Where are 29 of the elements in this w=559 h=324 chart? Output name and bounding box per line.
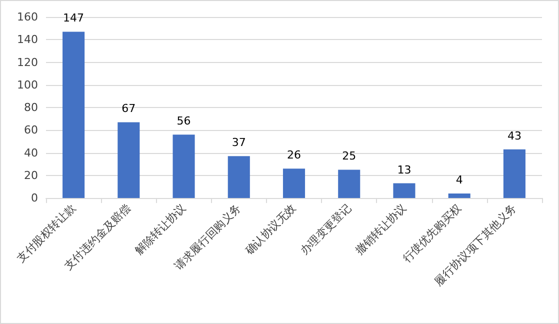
bar [503,149,526,198]
bar [338,170,360,198]
data-label: 56 [176,114,191,128]
y-tick-label: 120 [17,56,38,69]
bar [393,183,416,198]
y-tick-label: 80 [24,101,38,114]
y-tick-label: 40 [24,146,38,160]
data-label: 43 [507,129,522,142]
bar [228,156,250,198]
data-label: 147 [63,12,84,25]
y-tick-label: 20 [24,168,38,182]
data-label: 37 [232,136,246,150]
data-label: 25 [342,150,356,163]
data-label: 67 [122,102,136,116]
bar [118,122,140,198]
data-label: 26 [287,148,301,162]
bar [62,32,85,198]
y-tick-label: 100 [17,78,38,92]
bar [448,193,470,198]
bar [172,134,195,198]
y-tick-label: 60 [24,124,38,137]
data-label: 4 [456,173,463,186]
x-tick-label: 确认协议无效 [242,201,299,258]
y-tick-label: 0 [31,192,38,204]
y-tick-label: 140 [17,33,38,46]
bar [282,168,306,198]
x-tick-label: 办理变更登记 [298,201,354,258]
y-tick-label: 160 [17,10,38,24]
data-label: 13 [397,163,412,176]
